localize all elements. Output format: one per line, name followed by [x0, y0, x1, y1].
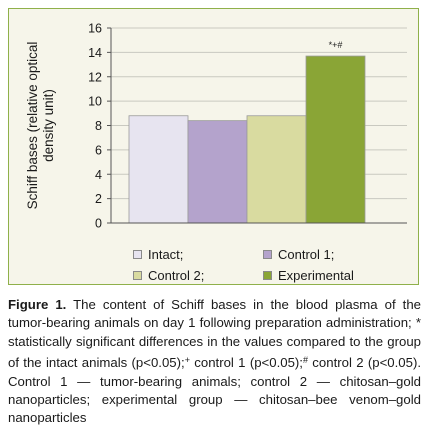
- y-axis-label-line-2: density unit): [41, 89, 56, 162]
- y-tick-labels: 0 2 4 6 8 10 12 14 16: [88, 22, 111, 231]
- y-tick-label: 14: [88, 46, 102, 60]
- legend-swatch: [133, 270, 142, 280]
- legend-label: Intact;: [148, 246, 184, 262]
- y-axis-label: Schiff bases (relative optical: [25, 42, 40, 210]
- legend-label: Control 1;: [278, 246, 335, 262]
- annotations: *+#: [329, 40, 343, 50]
- legend-swatch: [263, 270, 272, 280]
- bar-control-1: [187, 120, 248, 224]
- caption-label: Figure 1.: [8, 297, 67, 312]
- significance-annotation: *+#: [329, 40, 343, 50]
- y-tick-label: 16: [88, 22, 102, 36]
- caption-sup-hash: #: [302, 355, 308, 366]
- chart-panel: 0 2 4 6 8 10 12 14 16 *+# Schiff bases (relative…: [8, 8, 419, 285]
- caption-sup-plus: +: [184, 355, 190, 366]
- bar-chart: 0 2 4 6 8 10 12 14 16 *+# Schiff bases (relative…: [25, 22, 407, 231]
- legend-swatch: [263, 249, 272, 259]
- figure-caption: Figure 1. The content of Schiff bases in…: [8, 296, 421, 428]
- bars: [128, 55, 366, 224]
- legend-item: Experimental: [263, 266, 354, 284]
- legend-item: Control 1;: [263, 245, 334, 263]
- y-tick-label: 0: [95, 217, 102, 231]
- y-tick-label: 8: [95, 119, 102, 133]
- caption-text-2: control 1 (p<0.05);: [189, 355, 303, 371]
- y-tick-label: 12: [88, 70, 102, 84]
- bar-control-2: [246, 115, 307, 224]
- legend: Intact; Control 1; Control 2; Experimental: [133, 245, 413, 285]
- bar-experimental: [305, 55, 366, 224]
- y-tick-label: 6: [95, 143, 102, 157]
- caption-text: The content of Schiff bases in the blood…: [8, 297, 421, 371]
- legend-label: Experimental: [278, 267, 354, 283]
- legend-label: Control 2;: [148, 267, 205, 283]
- y-tick-label: 10: [88, 95, 102, 109]
- caption-text-3: control 2 (p<0.05). Control 1 — tumor-be…: [8, 355, 422, 426]
- legend-item: Control 2;: [133, 266, 204, 284]
- legend-item: Intact;: [133, 245, 183, 263]
- y-tick-label: 4: [95, 168, 102, 182]
- bar-intact: [128, 115, 189, 224]
- legend-swatch: [133, 249, 142, 259]
- y-tick-label: 2: [95, 192, 102, 206]
